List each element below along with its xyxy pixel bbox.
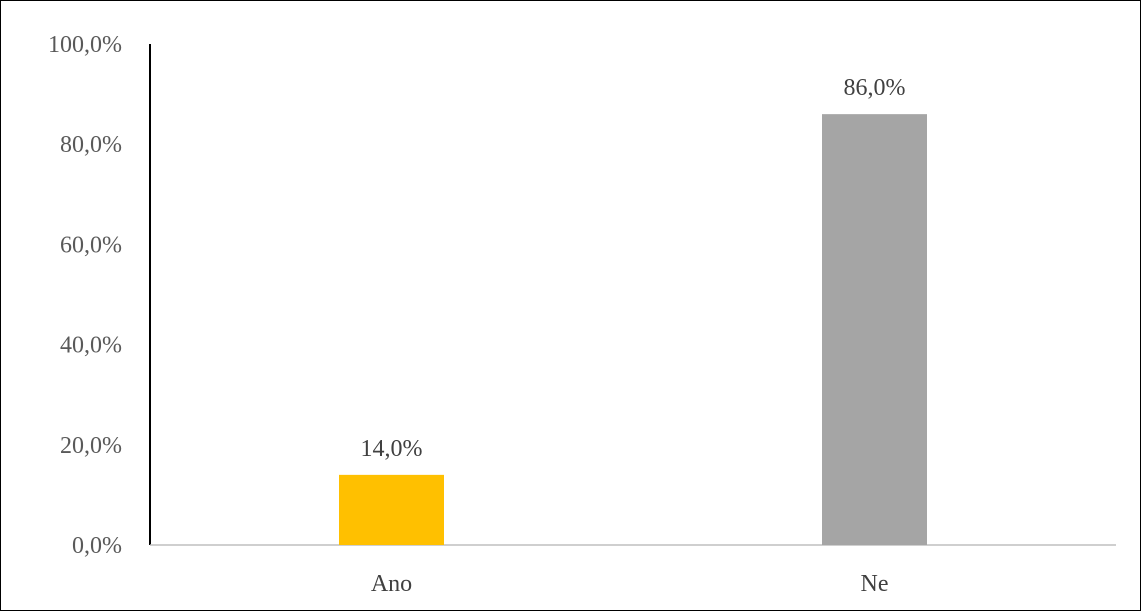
category-labels: Ano Ne (371, 571, 889, 597)
y-tick-label: 20,0% (60, 433, 122, 459)
y-tick-label: 80,0% (60, 132, 122, 158)
y-tick-label: 100,0% (48, 32, 122, 58)
bars (339, 114, 927, 545)
data-labels: 14,0% 86,0% (361, 75, 906, 462)
category-label-ne: Ne (861, 571, 889, 597)
data-label-ano: 14,0% (361, 436, 423, 462)
y-tick-label: 40,0% (60, 333, 122, 359)
data-label-ne: 86,0% (844, 75, 906, 101)
bar-ne (822, 114, 927, 545)
y-tick-labels: 0,0% 20,0% 40,0% 60,0% 80,0% 100,0% (48, 32, 122, 559)
category-label-ano: Ano (371, 571, 412, 597)
bar-ano (339, 474, 444, 545)
y-tick-label: 0,0% (72, 533, 122, 559)
y-tick-label: 60,0% (60, 232, 122, 258)
